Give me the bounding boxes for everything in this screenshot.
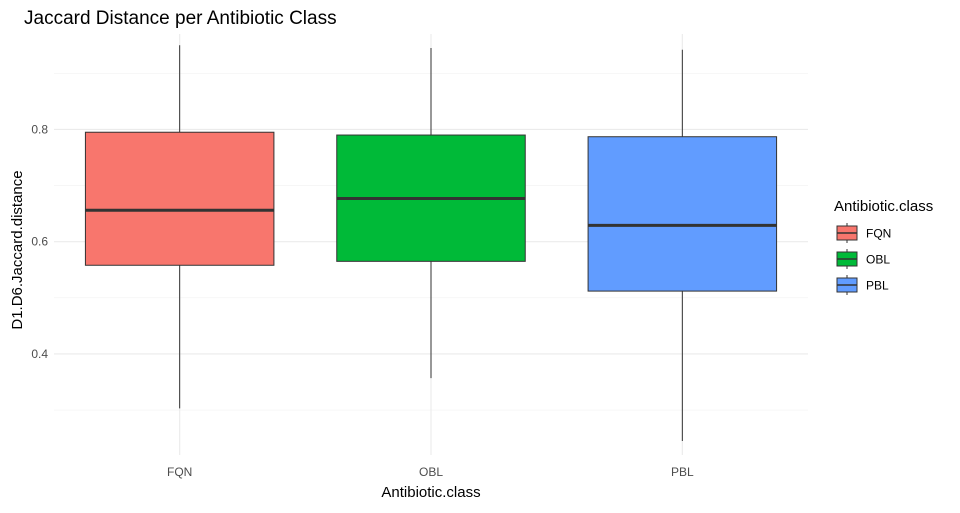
x-tick-label: PBL xyxy=(671,465,694,479)
legend-label: PBL xyxy=(866,279,889,293)
legend-title: Antibiotic.class xyxy=(834,198,933,215)
x-tick-label: OBL xyxy=(419,465,443,479)
x-axis-title: Antibiotic.class xyxy=(381,484,480,501)
chart-title: Jaccard Distance per Antibiotic Class xyxy=(24,8,337,29)
y-axis-title: D1.D6.Jaccard.distance xyxy=(9,170,26,329)
x-axis: FQN OBL PBL xyxy=(167,465,694,479)
box-pbl xyxy=(587,49,778,441)
box-obl xyxy=(336,48,526,379)
box-fqn xyxy=(84,45,275,409)
y-tick-label: 0.6 xyxy=(31,235,48,249)
box-rect xyxy=(84,131,275,266)
box-rect xyxy=(587,136,778,292)
y-tick-label: 0.4 xyxy=(31,347,48,361)
legend-item-obl: OBL xyxy=(836,249,890,269)
legend: Antibiotic.class FQN OBL PBL xyxy=(834,198,933,295)
x-tick-label: FQN xyxy=(167,465,192,479)
legend-label: OBL xyxy=(866,253,890,267)
y-axis: 0.4 0.6 0.8 xyxy=(31,122,48,361)
y-tick-label: 0.8 xyxy=(31,122,48,136)
legend-item-pbl: PBL xyxy=(836,275,889,295)
boxes xyxy=(84,45,778,441)
legend-item-fqn: FQN xyxy=(836,223,891,243)
legend-label: FQN xyxy=(866,227,891,241)
